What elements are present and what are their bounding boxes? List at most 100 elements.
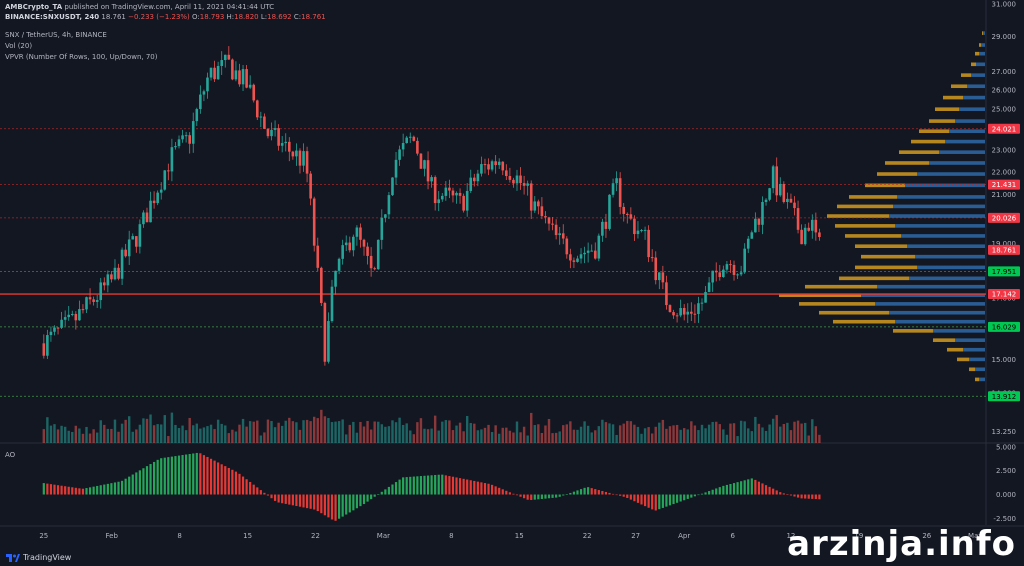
volume-bar <box>327 418 330 443</box>
vp-row-down <box>947 347 963 352</box>
candle-body <box>533 201 537 211</box>
volume-bar <box>654 426 657 443</box>
volume-indicator-label[interactable]: Vol (20) <box>5 42 33 50</box>
vpvr-indicator-label[interactable]: VPVR (Number Of Rows, 100, Up/Down, 70) <box>5 53 158 61</box>
volume-bar <box>711 421 714 443</box>
ao-bar <box>544 494 547 499</box>
volume-bar <box>551 433 554 443</box>
ao-bar <box>565 494 568 495</box>
volume-bar <box>298 429 302 443</box>
ao-tick-label: 0.000 <box>996 491 1016 499</box>
ao-bar <box>441 474 444 495</box>
price-tick-label: 25.000 <box>992 106 1017 114</box>
tradingview-logo[interactable]: TradingView <box>6 553 71 562</box>
candle-body <box>416 140 419 154</box>
volume-bar <box>618 425 622 443</box>
ao-bar <box>523 494 526 499</box>
vp-row-up <box>893 204 985 209</box>
ao-bar <box>740 481 743 495</box>
ao-bar <box>245 479 248 495</box>
candle-body <box>216 65 220 80</box>
candle-body <box>376 239 380 270</box>
ao-bar <box>291 494 294 506</box>
candle-body <box>476 173 480 182</box>
volume-bar <box>522 426 526 443</box>
author[interactable]: AMBCrypto_TA <box>5 3 63 11</box>
candle-body <box>156 192 159 204</box>
volume-bar <box>152 425 156 443</box>
volume-bar <box>316 418 319 443</box>
candle-body <box>572 260 576 262</box>
volume-bar <box>704 428 707 443</box>
candle-body <box>505 170 508 177</box>
vp-row-down <box>779 293 861 298</box>
ao-bar <box>270 494 273 499</box>
volume-bar <box>241 418 245 443</box>
ao-tick-label: 5.000 <box>996 443 1016 451</box>
ao-bar <box>818 494 821 500</box>
volume-bar <box>629 421 633 443</box>
volume-bar <box>803 422 807 443</box>
candle-body <box>640 229 643 231</box>
candle-body <box>401 143 405 150</box>
volume-bar <box>345 434 348 443</box>
ao-bar <box>473 480 476 495</box>
volume-bar <box>586 425 590 443</box>
candle-body <box>245 69 248 88</box>
vp-row-down <box>935 107 959 111</box>
price-label-box <box>988 391 1020 402</box>
volume-bar <box>391 420 394 443</box>
candle-body <box>487 164 490 170</box>
candle-body <box>697 303 700 314</box>
candle-body <box>775 166 779 196</box>
candle-body <box>238 70 241 85</box>
ao-bar <box>145 466 149 495</box>
ao-bar <box>668 494 672 506</box>
close-label: C: <box>293 13 302 21</box>
ao-bar <box>572 491 576 495</box>
ao-bar <box>209 458 213 495</box>
candle-body <box>277 128 280 146</box>
symbol: BINANCE:SNXUSDT, 240 <box>5 13 100 21</box>
volume-bar <box>270 421 273 443</box>
ao-bar <box>348 494 351 513</box>
price-change: −0.233 (−1.23%) <box>128 13 190 21</box>
candle-body <box>725 264 729 270</box>
volume-bar <box>177 428 181 443</box>
ao-bar <box>78 488 81 495</box>
tradingview-brand: TradingView <box>23 553 72 562</box>
x-tick-label: 15 <box>243 532 252 540</box>
ao-bar <box>782 493 785 495</box>
volume-bar <box>775 415 778 443</box>
x-tick-label: Feb <box>106 532 119 540</box>
price-label-text: 20.026 <box>992 214 1017 222</box>
ao-bar <box>804 494 807 499</box>
volume-bar <box>793 421 796 443</box>
candle-body <box>739 272 743 275</box>
ao-bar <box>537 494 540 500</box>
candle-body <box>558 233 561 236</box>
vp-row-down <box>805 284 877 289</box>
candle-body <box>120 249 124 279</box>
volume-bar <box>156 424 159 443</box>
volume-bar <box>401 424 405 443</box>
ao-indicator-label[interactable]: AO <box>5 451 16 459</box>
candle-body <box>508 176 512 180</box>
ao-bar <box>515 494 519 496</box>
volume-bar <box>384 426 387 443</box>
candle-body <box>419 153 423 169</box>
vp-row-down <box>975 377 979 382</box>
candle-body <box>60 319 63 328</box>
candle-body <box>455 192 458 196</box>
candles <box>42 46 821 443</box>
volume-bar <box>174 424 177 443</box>
candle-body <box>690 311 693 314</box>
candle-body <box>188 135 191 144</box>
candle-body <box>782 183 786 203</box>
vp-row-up <box>969 357 985 362</box>
candle-body <box>106 274 110 286</box>
vp-row-down <box>827 214 889 218</box>
vp-row-up <box>967 84 985 89</box>
ao-bar <box>71 487 74 495</box>
